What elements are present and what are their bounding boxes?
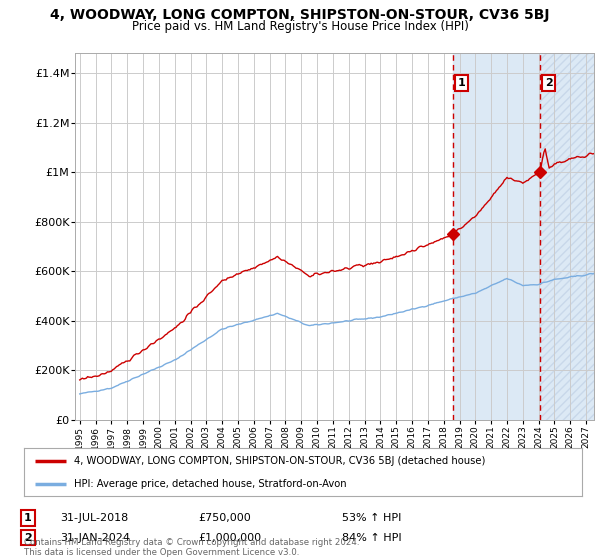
Text: 2: 2	[545, 78, 553, 88]
Text: 84% ↑ HPI: 84% ↑ HPI	[342, 533, 401, 543]
Text: 4, WOODWAY, LONG COMPTON, SHIPSTON-ON-STOUR, CV36 5BJ (detached house): 4, WOODWAY, LONG COMPTON, SHIPSTON-ON-ST…	[74, 456, 485, 466]
Text: Contains HM Land Registry data © Crown copyright and database right 2024.
This d: Contains HM Land Registry data © Crown c…	[24, 538, 359, 557]
Text: 31-JUL-2018: 31-JUL-2018	[60, 513, 128, 523]
Text: 1: 1	[458, 78, 466, 88]
Text: £1,000,000: £1,000,000	[198, 533, 261, 543]
Text: 31-JAN-2024: 31-JAN-2024	[60, 533, 130, 543]
Bar	[453, 53, 594, 420]
Text: 53% ↑ HPI: 53% ↑ HPI	[342, 513, 401, 523]
Text: 2: 2	[24, 533, 32, 543]
Text: 4, WOODWAY, LONG COMPTON, SHIPSTON-ON-STOUR, CV36 5BJ: 4, WOODWAY, LONG COMPTON, SHIPSTON-ON-ST…	[50, 8, 550, 22]
Text: Price paid vs. HM Land Registry's House Price Index (HPI): Price paid vs. HM Land Registry's House …	[131, 20, 469, 32]
Bar	[540, 53, 594, 420]
Text: HPI: Average price, detached house, Stratford-on-Avon: HPI: Average price, detached house, Stra…	[74, 479, 347, 489]
Text: £750,000: £750,000	[198, 513, 251, 523]
Text: 1: 1	[24, 513, 32, 523]
